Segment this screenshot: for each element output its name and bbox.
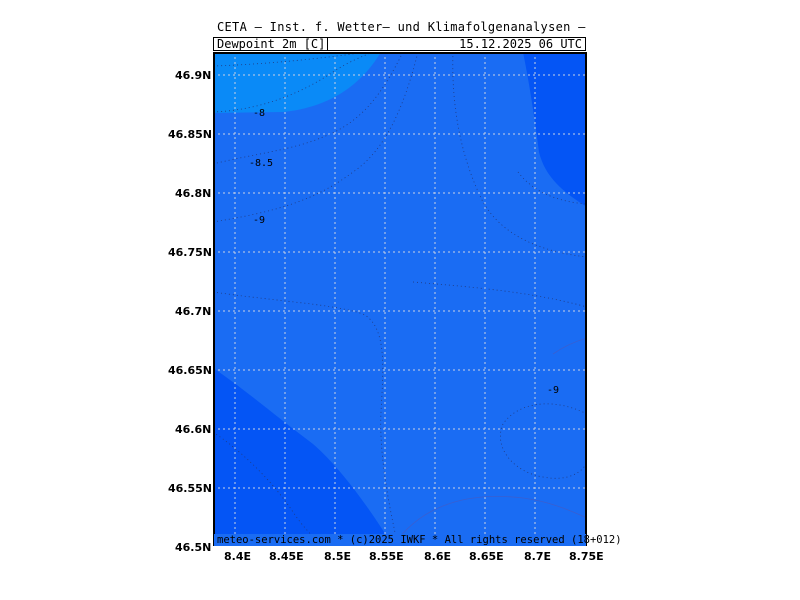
- datetime-label: 15.12.2025 06 UTC: [459, 37, 582, 51]
- contour-line-east: [552, 337, 587, 355]
- lat-label: 46.7N: [175, 305, 212, 318]
- lon-label: 8.7E: [524, 550, 552, 563]
- contour-line-south: [392, 496, 587, 546]
- lon-label: 8.65E: [469, 550, 504, 563]
- lon-label: 8.4E: [224, 550, 252, 563]
- map-plot: -8 -8.5 -9 -9: [213, 52, 587, 546]
- parameter-bar: Dewpoint 2m [C] 15.12.2025 06 UTC: [213, 37, 586, 51]
- dewpoint-map: -8 -8.5 -9 -9: [213, 52, 587, 546]
- cold-region-east: [523, 52, 587, 207]
- lon-label: 8.55E: [369, 550, 404, 563]
- lon-label: 8.75E: [569, 550, 604, 563]
- lat-label: 46.9N: [175, 69, 212, 82]
- contour-label: -9: [547, 385, 559, 396]
- lat-label: 46.5N: [175, 541, 212, 554]
- lat-label: 46.75N: [168, 246, 212, 259]
- copyright-footer: meteo-services.com * (c)2025 IWKF * All …: [214, 534, 622, 546]
- contour-label: -9: [253, 215, 265, 226]
- lon-label: 8.6E: [424, 550, 452, 563]
- lon-label: 8.45E: [269, 550, 304, 563]
- lon-label: 8.5E: [324, 550, 352, 563]
- lat-label: 46.6N: [175, 423, 212, 436]
- contour-label: -8: [253, 108, 265, 119]
- lat-label: 46.8N: [175, 187, 212, 200]
- map-title: CETA — Inst. f. Wetter— und Klimafolgena…: [217, 20, 586, 34]
- lat-label: 46.55N: [168, 482, 212, 495]
- cold-region-southwest: [213, 368, 393, 546]
- grid-lines: [213, 52, 587, 546]
- contour-label: -8.5: [249, 158, 273, 169]
- warm-region: [213, 52, 381, 113]
- parameter-label: Dewpoint 2m [C]: [217, 38, 329, 51]
- lat-label: 46.85N: [168, 128, 212, 141]
- lat-label: 46.65N: [168, 364, 212, 377]
